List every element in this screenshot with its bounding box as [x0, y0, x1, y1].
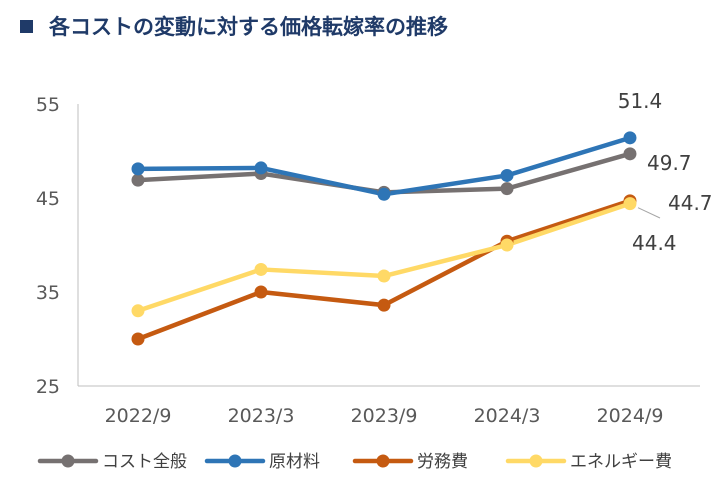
data-point	[131, 304, 145, 318]
legend-marker	[529, 454, 543, 468]
y-tick-label: 25	[36, 376, 60, 398]
legend-label: エネルギー費	[570, 452, 672, 472]
x-tick-label: 2023/9	[351, 405, 418, 427]
data-label: 49.7	[647, 151, 692, 175]
data-point	[500, 238, 514, 252]
chart-title-text: 各コストの変動に対する価格転嫁率の推移	[49, 15, 448, 39]
data-label: 44.4	[632, 231, 677, 255]
series-line	[135, 201, 633, 314]
legend-label: 原材料	[269, 452, 320, 472]
leader-line	[637, 207, 661, 219]
y-tick-label: 35	[36, 282, 60, 304]
data-point	[377, 269, 391, 283]
data-point	[500, 168, 514, 182]
data-point	[254, 161, 268, 175]
data-point	[131, 173, 145, 187]
x-tick-label: 2024/9	[597, 405, 664, 427]
legend-label: 労務費	[417, 452, 468, 472]
data-point	[131, 332, 145, 346]
data-point	[623, 197, 637, 211]
legend-marker	[228, 454, 242, 468]
data-point	[131, 162, 145, 176]
data-point	[500, 182, 514, 196]
x-tick-label: 2023/3	[228, 405, 295, 427]
data-label: 51.4	[618, 89, 663, 113]
title-square-icon	[20, 19, 33, 33]
legend-label: コスト全般	[102, 452, 187, 472]
data-label: 44.7	[668, 191, 713, 215]
y-tick-label: 55	[36, 94, 60, 116]
data-point	[377, 187, 391, 201]
y-tick-label: 45	[36, 188, 60, 210]
data-point	[377, 298, 391, 312]
x-tick-label: 2022/9	[105, 405, 172, 427]
legend-marker	[376, 454, 390, 468]
x-tick-label: 2024/3	[474, 405, 541, 427]
data-point	[623, 147, 637, 161]
chart-title: 各コストの変動に対する価格転嫁率の推移	[20, 10, 448, 42]
data-point	[254, 285, 268, 299]
series-line	[135, 135, 633, 197]
data-point	[623, 131, 637, 145]
legend-marker	[61, 454, 75, 468]
data-point	[254, 262, 268, 276]
